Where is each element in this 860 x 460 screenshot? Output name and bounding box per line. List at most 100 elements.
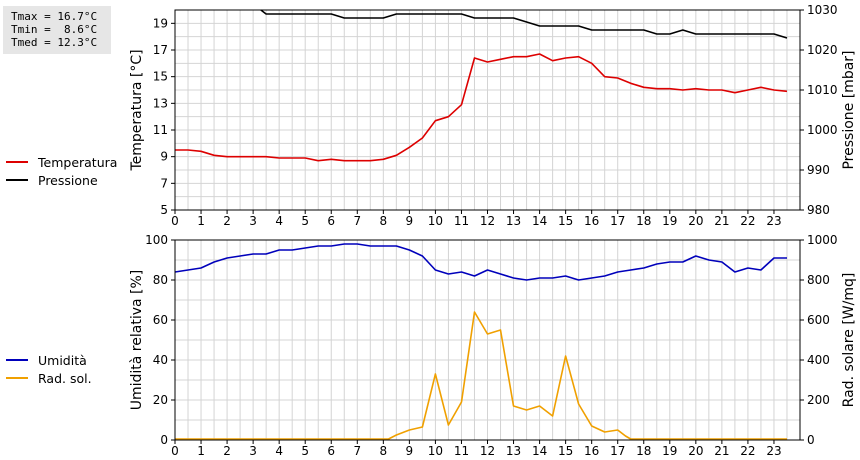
- y-tick-label: 80: [153, 273, 168, 287]
- stat-tmed: Tmed = 12.3°C: [11, 36, 98, 49]
- legend-item-temperatura: Temperatura: [6, 153, 117, 171]
- x-tick-label: 22: [740, 444, 755, 458]
- x-tick-label: 17: [610, 214, 625, 228]
- y2-tick-label: 0: [807, 433, 815, 447]
- x-tick-label: 19: [662, 214, 677, 228]
- series-line-umidit: [174, 243, 787, 281]
- x-tick-label: 17: [610, 444, 625, 458]
- plot-frame: [174, 239, 801, 441]
- stat-tmin: Tmin = 8.6°C: [11, 23, 98, 36]
- y-tick-label: 19: [153, 16, 168, 30]
- x-tick-label: 21: [714, 214, 729, 228]
- legend-swatch: [6, 359, 28, 361]
- x-tick-label: 9: [406, 444, 414, 458]
- x-tick-label: 19: [662, 444, 677, 458]
- x-tick-label: 22: [740, 214, 755, 228]
- x-tick-label: 2: [223, 444, 231, 458]
- x-tick-label: 8: [380, 444, 388, 458]
- y-tick-label: 5: [160, 203, 168, 217]
- legend-label: Rad. sol.: [38, 370, 92, 386]
- x-tick-label: 13: [506, 214, 521, 228]
- x-tick-label: 20: [688, 214, 703, 228]
- y-tick-label: 17: [153, 43, 168, 57]
- y-tick-label: 11: [153, 123, 168, 137]
- x-tick-label: 14: [532, 444, 547, 458]
- x-tick-label: 10: [428, 214, 443, 228]
- x-tick-label: 4: [275, 444, 283, 458]
- x-tick-label: 12: [480, 214, 495, 228]
- x-tick-label: 13: [506, 444, 521, 458]
- legend-label: Pressione: [38, 172, 98, 188]
- y2-tick-label: 980: [807, 203, 830, 217]
- x-tick-label: 16: [584, 214, 599, 228]
- legend-bottom: Umidità Rad. sol.: [6, 351, 92, 387]
- legend-label: Umidità: [38, 352, 87, 368]
- x-tick-label: 15: [558, 444, 573, 458]
- legend-swatch: [6, 377, 28, 379]
- y2-tick-label: 990: [807, 163, 830, 177]
- legend-swatch: [6, 161, 28, 163]
- x-tick-label: 0: [171, 444, 179, 458]
- legend-item-pressione: Pressione: [6, 171, 117, 189]
- y2-tick-label: 800: [807, 273, 830, 287]
- x-tick-label: 21: [714, 444, 729, 458]
- y-axis-title: Umidità relativa [%]: [129, 270, 145, 411]
- y2-tick-label: 1030: [807, 3, 838, 17]
- x-tick-label: 1: [197, 444, 205, 458]
- x-tick-label: 0: [171, 214, 179, 228]
- series-line-pressione: [260, 9, 788, 39]
- x-tick-label: 18: [636, 444, 651, 458]
- y2-tick-label: 400: [807, 353, 830, 367]
- chart-panel-1: 0 1 2 3 4 5 6 7 8 9 10 11 12 13 14 15 16 17 18 19 20 21 22 2357…: [129, 3, 857, 228]
- x-tick-label: 3: [249, 214, 257, 228]
- x-tick-label: 14: [532, 214, 547, 228]
- y2-tick-label: 1010: [807, 83, 838, 97]
- y-tick-label: 60: [153, 313, 168, 327]
- y2-tick-label: 1020: [807, 43, 838, 57]
- x-tick-label: 7: [353, 214, 361, 228]
- x-tick-label: 5: [301, 444, 309, 458]
- x-tick-label: 15: [558, 214, 573, 228]
- legend-item-radsol: Rad. sol.: [6, 369, 92, 387]
- chart-panel-2: 0 1 2 3 4 5 6 7 8 9 10 11 12 13 14 15 16 17 18 19 20 21 22 2302…: [129, 233, 857, 458]
- y-tick-label: 40: [153, 353, 168, 367]
- x-tick-label: 3: [249, 444, 257, 458]
- y2-tick-label: 600: [807, 313, 830, 327]
- x-tick-label: 11: [454, 214, 469, 228]
- legend-item-umidita: Umidità: [6, 351, 92, 369]
- x-tick-label: 16: [584, 444, 599, 458]
- x-tick-label: 4: [275, 214, 283, 228]
- legend-top: Temperatura Pressione: [6, 153, 117, 189]
- y2-tick-label: 1000: [807, 123, 838, 137]
- y-tick-label: 0: [160, 433, 168, 447]
- plot-frame: [174, 9, 801, 211]
- y2-tick-label: 200: [807, 393, 830, 407]
- x-tick-label: 11: [454, 444, 469, 458]
- y2-tick-label: 1000: [807, 233, 838, 247]
- y-tick-label: 9: [160, 150, 168, 164]
- y-tick-label: 15: [153, 70, 168, 84]
- x-tick-label: 20: [688, 444, 703, 458]
- y-tick-label: 100: [145, 233, 168, 247]
- y-tick-label: 20: [153, 393, 168, 407]
- y2-axis-title: Pressione [mbar]: [841, 50, 857, 169]
- y-axis-title: Temperatura [°C]: [129, 49, 145, 171]
- stats-box: Tmax = 16.7°C Tmin = 8.6°C Tmed = 12.3°C: [3, 6, 111, 54]
- x-tick-label: 9: [406, 214, 414, 228]
- x-tick-label: 2: [223, 214, 231, 228]
- series-line-temperatura: [175, 53, 788, 162]
- x-tick-label: 1: [197, 214, 205, 228]
- series-line-rad-sol: [175, 311, 787, 440]
- x-tick-label: 23: [766, 214, 781, 228]
- x-tick-label: 6: [327, 214, 335, 228]
- x-tick-label: 23: [766, 444, 781, 458]
- x-tick-label: 12: [480, 444, 495, 458]
- y-tick-label: 7: [160, 176, 168, 190]
- stat-tmax: Tmax = 16.7°C: [11, 10, 98, 23]
- legend-swatch: [6, 179, 28, 181]
- x-tick-label: 7: [353, 444, 361, 458]
- y2-axis-title: Rad. solare [W/mq]: [841, 273, 857, 408]
- x-tick-label: 18: [636, 214, 651, 228]
- x-tick-label: 8: [380, 214, 388, 228]
